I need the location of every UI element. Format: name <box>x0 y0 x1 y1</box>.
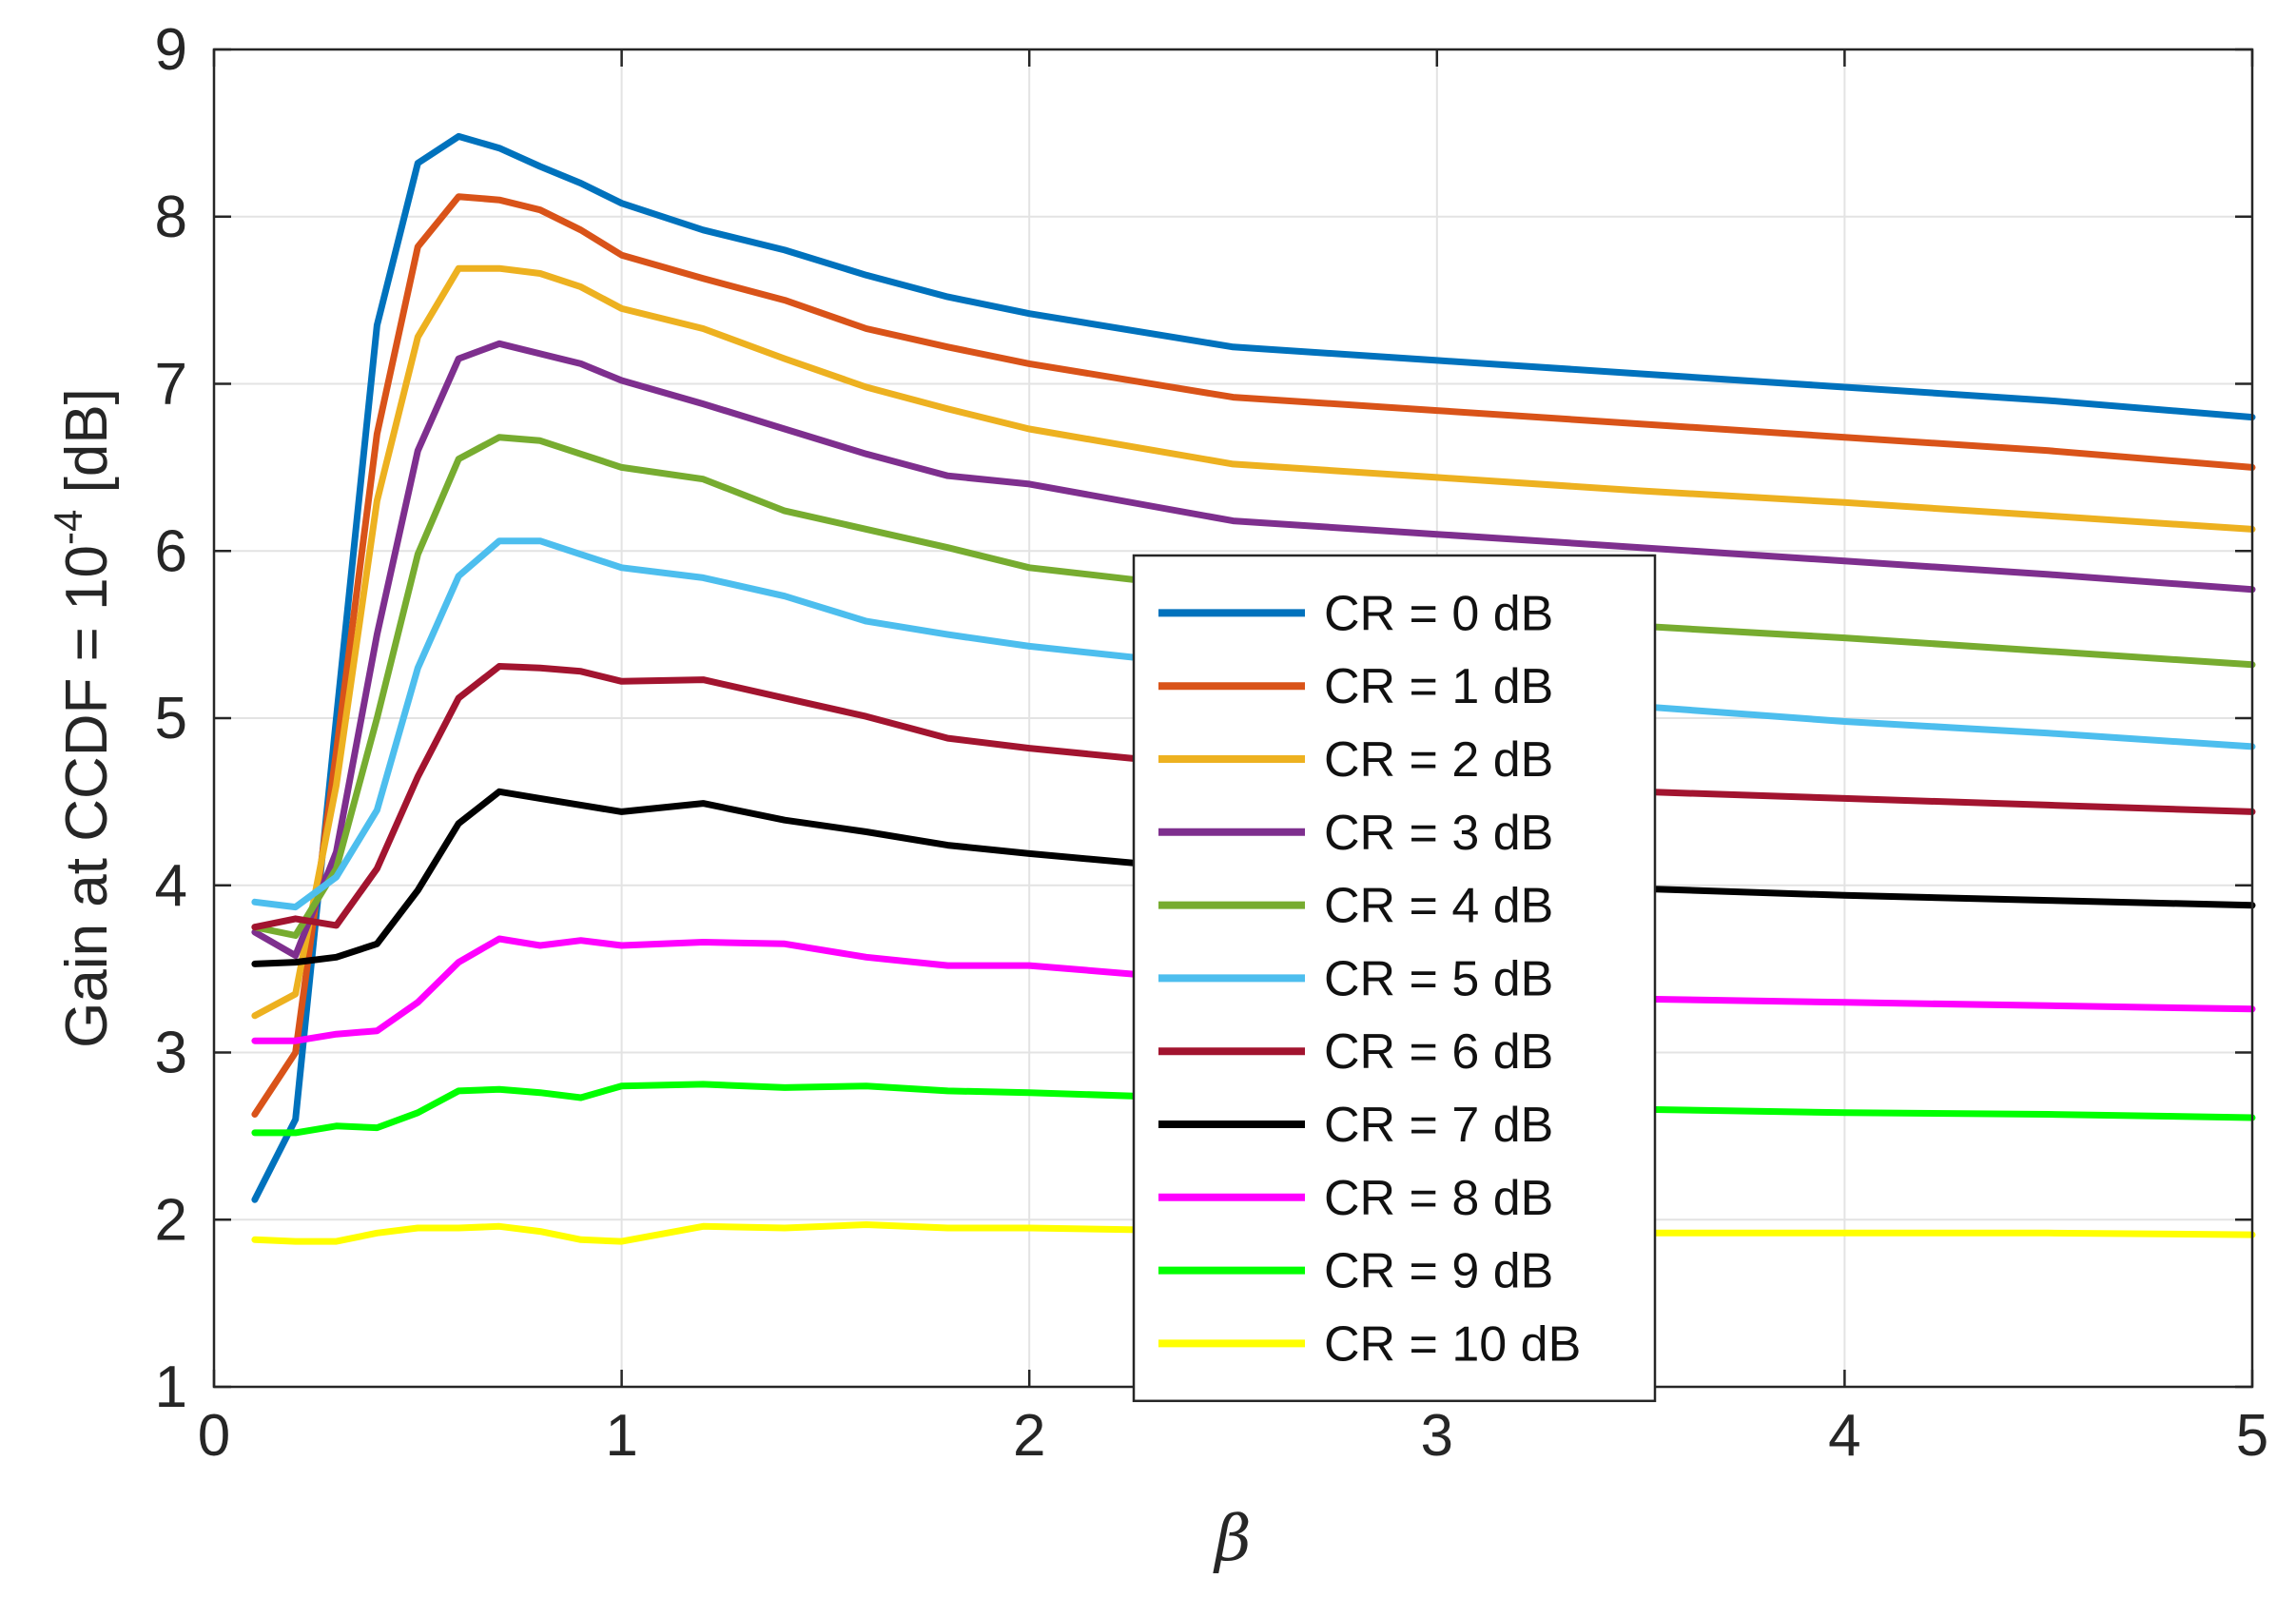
y-axis-label: Gain at CCDF = 10-4 [dB] <box>46 388 120 1048</box>
legend-label-10: CR = 10 dB <box>1324 1316 1581 1372</box>
x-tick-label: 4 <box>1828 1403 1860 1469</box>
y-tick-label: 3 <box>155 1021 187 1086</box>
legend-label-3: CR = 3 dB <box>1324 806 1553 861</box>
legend-label-1: CR = 1 dB <box>1324 659 1553 714</box>
x-axis-label: β <box>1212 1502 1251 1575</box>
legend-label-8: CR = 8 dB <box>1324 1171 1553 1226</box>
series-line-0 <box>251 132 2256 1203</box>
series-line-2 <box>251 264 2256 1020</box>
y-axis-label-suffix: [dB] <box>54 388 120 510</box>
y-tick-label: 7 <box>155 352 187 418</box>
x-tick-label: 2 <box>1013 1403 1045 1469</box>
y-tick-label: 6 <box>155 518 187 584</box>
legend-label-6: CR = 6 dB <box>1324 1024 1553 1080</box>
legend-label-5: CR = 5 dB <box>1324 951 1553 1006</box>
legend-label-7: CR = 7 dB <box>1324 1098 1553 1153</box>
y-axis-label-exponent: -4 <box>46 510 90 545</box>
x-tick-label: 1 <box>605 1403 637 1469</box>
series-line-1 <box>251 193 2256 1118</box>
y-tick-label: 5 <box>155 686 187 751</box>
series-line-3 <box>251 340 2256 960</box>
legend-label-0: CR = 0 dB <box>1324 586 1553 641</box>
y-axis-label-prefix: Gain at CCDF = 10 <box>54 545 120 1048</box>
x-tick-label: 0 <box>198 1403 230 1469</box>
y-tick-label: 4 <box>155 853 187 919</box>
y-tick-label: 2 <box>155 1187 187 1253</box>
x-tick-label: 5 <box>2236 1403 2268 1469</box>
legend-label-2: CR = 2 dB <box>1324 732 1553 788</box>
y-tick-label: 8 <box>155 185 187 250</box>
legend-label-9: CR = 9 dB <box>1324 1244 1553 1299</box>
y-tick-label: 9 <box>155 17 187 83</box>
y-tick-label: 1 <box>155 1354 187 1420</box>
x-tick-label: 3 <box>1421 1403 1453 1469</box>
legend-label-4: CR = 4 dB <box>1324 879 1553 934</box>
legend: CR = 0 dB CR = 1 dB CR = 2 dB CR = 3 dB CR =… <box>1132 554 1657 1403</box>
